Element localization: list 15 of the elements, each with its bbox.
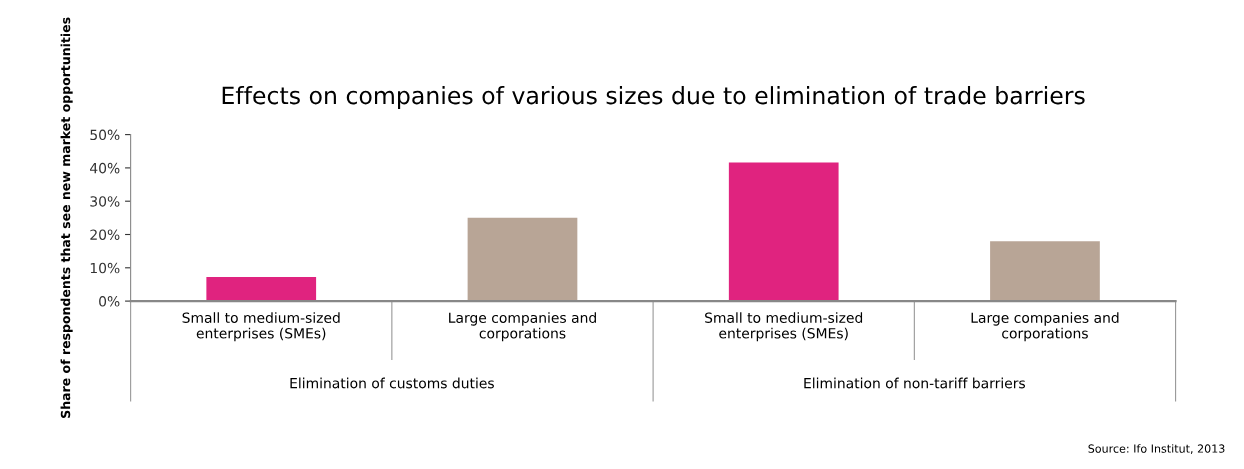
chart-title: Effects on companies of various sizes due to elimination of trade barriers [222,86,1085,109]
y-axis-title: Share of respondents that see new market opportunities [60,17,73,418]
y-tick-label: 40% [90,162,120,174]
x-tick-label: Large companies and corporations [971,312,1119,342]
text: Elimination of customs duties [290,377,494,389]
y-tick-label: 0% [99,296,120,307]
y-tick-label: 50% [90,129,120,141]
x-tick-label: Small to medium-sized enterprises (SMEs) [182,312,340,342]
text: Elimination of non-tariff barriers [804,377,1026,389]
y-tick-label: 10% [90,262,120,274]
x-tick-label: Small to medium-sized enterprises (SMEs) [705,312,863,342]
x-tick-label: Large companies and corporations [449,312,596,342]
y-tick-label: 20% [90,229,120,240]
source-note: Source: Ifo Institut, 2013 [1088,444,1225,454]
y-tick-label: 30% [90,196,120,207]
